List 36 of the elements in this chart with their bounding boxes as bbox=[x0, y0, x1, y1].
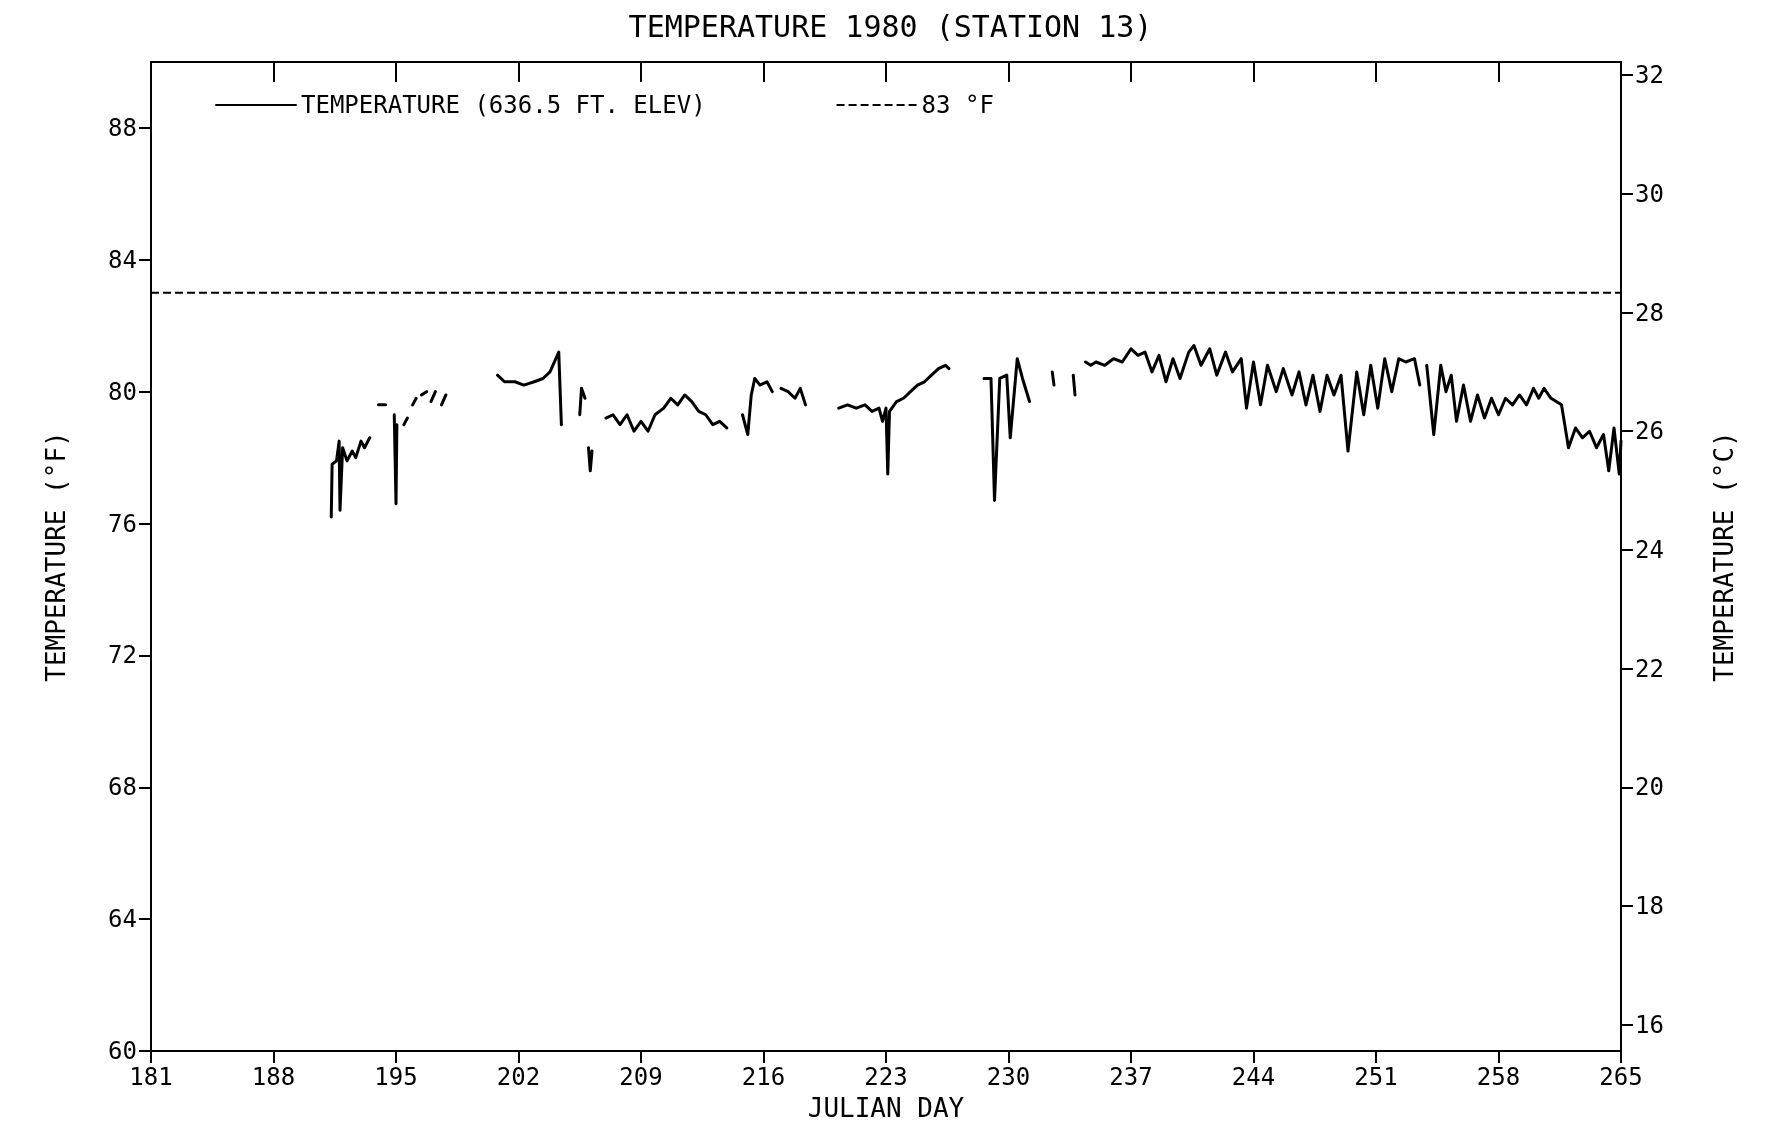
x-tick-label: 216 bbox=[741, 1063, 786, 1091]
x-tick-label: 258 bbox=[1476, 1063, 1521, 1091]
x-tick-label: 265 bbox=[1599, 1063, 1643, 1091]
y2-tick-label: 18 bbox=[1635, 892, 1664, 921]
y-tick-label: 68 bbox=[108, 773, 137, 802]
legend-label: TEMPERATURE (636.5 FT. ELEV) bbox=[301, 91, 706, 119]
y2-tick-label: 20 bbox=[1635, 773, 1664, 802]
x-tick-label: 209 bbox=[619, 1063, 663, 1091]
y-tick-label: 84 bbox=[108, 245, 137, 274]
y2-tick-label: 30 bbox=[1635, 179, 1664, 208]
y-tick-label: 80 bbox=[108, 377, 137, 406]
y2-tick-label: 16 bbox=[1635, 1010, 1664, 1039]
y2-axis-title: TEMPERATURE (°C) bbox=[1709, 431, 1739, 682]
y-axis-title: TEMPERATURE (°F) bbox=[41, 431, 71, 682]
x-tick-label: 237 bbox=[1109, 1063, 1153, 1091]
y-tick-label: 64 bbox=[108, 905, 137, 934]
y2-tick-label: 32 bbox=[1635, 61, 1664, 90]
y2-tick-label: 24 bbox=[1635, 535, 1664, 564]
x-tick-label: 244 bbox=[1231, 1063, 1276, 1091]
x-tick-label: 202 bbox=[496, 1063, 541, 1091]
x-tick-label: 251 bbox=[1354, 1063, 1398, 1091]
x-tick-label: 195 bbox=[374, 1063, 418, 1091]
y-tick-label: 60 bbox=[108, 1037, 137, 1065]
x-axis-title: JULIAN DAY bbox=[807, 1093, 965, 1123]
y-tick-label: 88 bbox=[108, 113, 137, 142]
x-tick-label: 181 bbox=[129, 1063, 173, 1091]
y2-tick-label: 28 bbox=[1635, 298, 1664, 327]
y2-tick-label: 22 bbox=[1635, 654, 1664, 683]
x-tick-label: 188 bbox=[251, 1063, 296, 1091]
y2-tick-label: 26 bbox=[1635, 417, 1664, 446]
chart-title: TEMPERATURE 1980 (STATION 13) bbox=[628, 8, 1153, 44]
y-tick-label: 76 bbox=[108, 509, 137, 538]
x-tick-label: 230 bbox=[986, 1063, 1031, 1091]
legend-label: 83 °F bbox=[921, 91, 994, 119]
x-tick-label: 223 bbox=[864, 1063, 908, 1091]
y-tick-label: 72 bbox=[108, 641, 137, 670]
